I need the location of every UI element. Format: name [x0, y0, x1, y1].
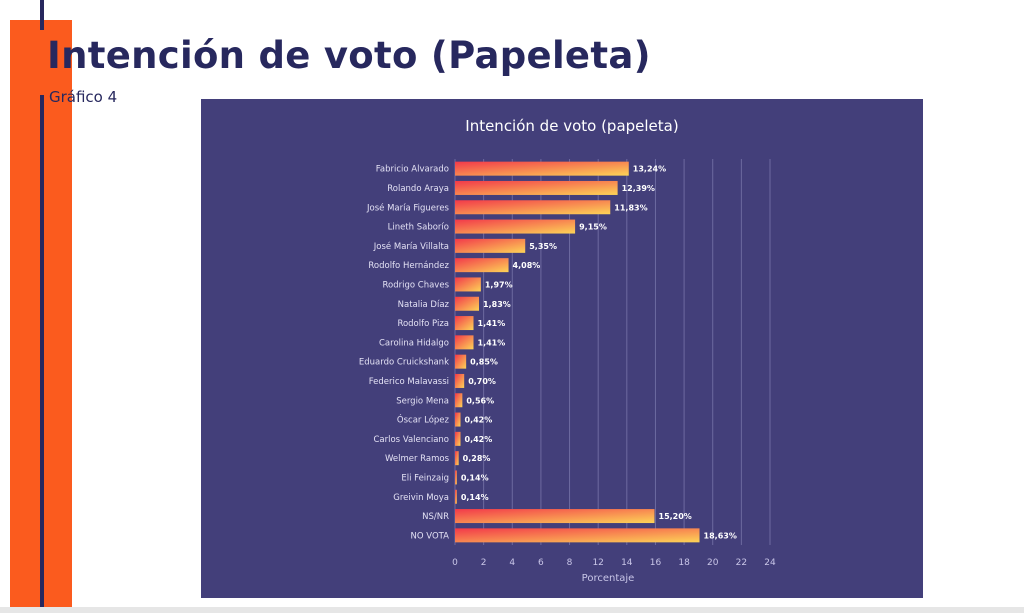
bar: [455, 335, 474, 350]
category-label: José María Figueres: [366, 202, 450, 213]
x-tick-label: 6: [538, 558, 544, 568]
x-tick-label: 16: [650, 558, 662, 568]
data-label: 1,83%: [483, 300, 511, 309]
bar: [455, 470, 457, 485]
category-label: José María Villalta: [373, 241, 449, 252]
bar: [455, 373, 465, 388]
category-label: Rolando Araya: [387, 184, 449, 194]
category-label: Eli Feinzaig: [401, 473, 449, 483]
data-label: 18,63%: [704, 531, 737, 540]
x-tick-label: 0: [452, 558, 458, 568]
bar: [455, 180, 618, 195]
category-label: Rodolfo Hernández: [368, 261, 449, 271]
x-tick-label: 22: [736, 558, 747, 568]
navy-accent-line: [40, 95, 44, 613]
chart-title: Intención de voto (papeleta): [465, 117, 678, 135]
x-tick-label: 4: [509, 558, 515, 568]
bar: [455, 161, 629, 176]
data-label: 0,56%: [466, 396, 494, 405]
bottom-divider: [0, 607, 1024, 613]
bar: [455, 354, 467, 369]
x-tick-label: 2: [481, 558, 487, 568]
category-label: Federico Malavassi: [369, 377, 449, 387]
bar: [455, 219, 576, 234]
data-label: 1,41%: [478, 338, 506, 347]
category-label: Rodrigo Chaves: [383, 280, 450, 290]
bar: [455, 316, 474, 331]
data-label: 0,70%: [468, 377, 496, 386]
category-label: Óscar López: [397, 414, 450, 426]
category-label: Carlos Valenciano: [373, 435, 449, 445]
category-label: NS/NR: [422, 512, 449, 522]
x-tick-label: 20: [707, 558, 719, 568]
bar: [455, 393, 463, 408]
data-label: 0,28%: [463, 454, 491, 463]
data-label: 12,39%: [622, 184, 655, 193]
data-label: 0,14%: [461, 473, 489, 482]
data-label: 0,85%: [470, 358, 498, 367]
category-label: Greivin Moya: [393, 493, 449, 503]
x-axis-label: Porcentaje: [582, 573, 635, 584]
x-tick-label: 12: [592, 558, 603, 568]
data-label: 9,15%: [579, 223, 607, 232]
bar: [455, 451, 459, 466]
data-label: 0,42%: [465, 435, 493, 444]
data-label: 5,35%: [529, 242, 557, 251]
bar: [455, 431, 461, 446]
page-title: Intención de voto (Papeleta): [47, 34, 651, 77]
bar: [455, 238, 526, 253]
category-label: Eduardo Cruickshank: [359, 358, 449, 368]
category-label: Welmer Ramos: [385, 454, 450, 464]
x-tick-label: 8: [567, 558, 573, 568]
category-label: Rodolfo Piza: [397, 319, 449, 329]
data-label: 1,41%: [478, 319, 506, 328]
data-label: 15,20%: [659, 512, 692, 521]
bar-chart: Intención de voto (papeleta) Fabricio Al…: [359, 117, 776, 584]
category-label: Fabricio Alvarado: [376, 165, 449, 175]
data-label: 0,14%: [461, 493, 489, 502]
data-label: 11,83%: [614, 203, 647, 212]
bar: [455, 258, 509, 273]
chart-panel: Intención de voto (papeleta) Fabricio Al…: [201, 99, 923, 598]
navy-accent-line-top: [40, 0, 44, 30]
bar: [455, 296, 480, 311]
x-tick-label: 24: [764, 558, 776, 568]
bar: [455, 528, 700, 543]
bar: [455, 509, 655, 524]
data-label: 0,42%: [465, 416, 493, 425]
bar: [455, 200, 611, 215]
category-label: Natalia Díaz: [398, 300, 450, 310]
category-label: NO VOTA: [411, 531, 450, 541]
bar: [455, 489, 457, 504]
category-label: Sergio Mena: [396, 396, 449, 406]
x-tick-label: 18: [678, 558, 690, 568]
data-label: 13,24%: [633, 165, 666, 174]
page-subtitle: Gráfico 4: [49, 88, 118, 106]
data-label: 4,08%: [513, 261, 541, 270]
x-tick-label: 14: [621, 558, 633, 568]
data-label: 1,97%: [485, 280, 513, 289]
category-label: Carolina Hidalgo: [379, 338, 449, 348]
bar: [455, 412, 461, 427]
bar: [455, 277, 481, 292]
category-label: Lineth Saborío: [388, 223, 449, 233]
